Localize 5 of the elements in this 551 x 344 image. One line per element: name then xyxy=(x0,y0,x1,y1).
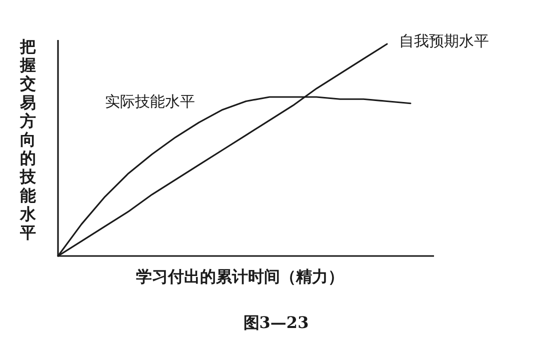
x-axis-title: 学习付出的累计时间（精力） xyxy=(136,267,344,286)
text: 把握交易方向的技能水平 xyxy=(20,37,36,242)
series-label: 实际技能水平 xyxy=(105,92,195,110)
caption: 图3—23 xyxy=(243,313,309,332)
series-label: 自我预期水平 xyxy=(399,32,489,50)
